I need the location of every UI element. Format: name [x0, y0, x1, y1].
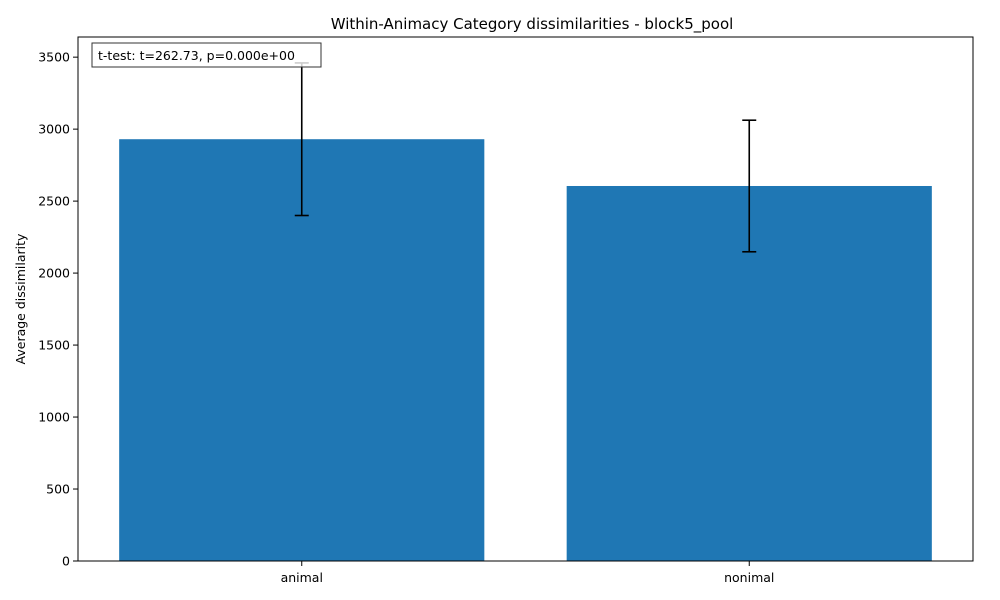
- bars-group: [119, 139, 932, 561]
- x-tick-label-nonimal: nonimal: [724, 570, 774, 585]
- x-tick-label-animal: animal: [281, 570, 323, 585]
- y-tick-label: 3000: [38, 122, 70, 137]
- error-bars-group: [294, 62, 757, 253]
- y-tick-label: 1500: [38, 338, 70, 353]
- y-tick-label: 2000: [38, 266, 70, 281]
- x-axis: animal nonimal: [281, 561, 774, 585]
- y-axis: 0 500 1000 1500 2000 2500 3000 3500: [38, 50, 78, 569]
- chart-title: Within-Animacy Category dissimilarities …: [331, 15, 734, 34]
- t-test-annotation-box: t-test: t=262.73, p=0.000e+00: [91, 42, 322, 68]
- y-tick-label: 3500: [38, 50, 70, 65]
- y-tick-label: 2500: [38, 194, 70, 209]
- y-tick-label: 0: [62, 554, 70, 569]
- y-axis-label: Average dissimilarity: [13, 233, 28, 365]
- plot-frame: [77, 36, 974, 562]
- y-tick-label: 500: [46, 482, 70, 497]
- y-tick-label: 1000: [38, 410, 70, 425]
- t-test-annotation: t-test: t=262.73, p=0.000e+00: [98, 48, 295, 63]
